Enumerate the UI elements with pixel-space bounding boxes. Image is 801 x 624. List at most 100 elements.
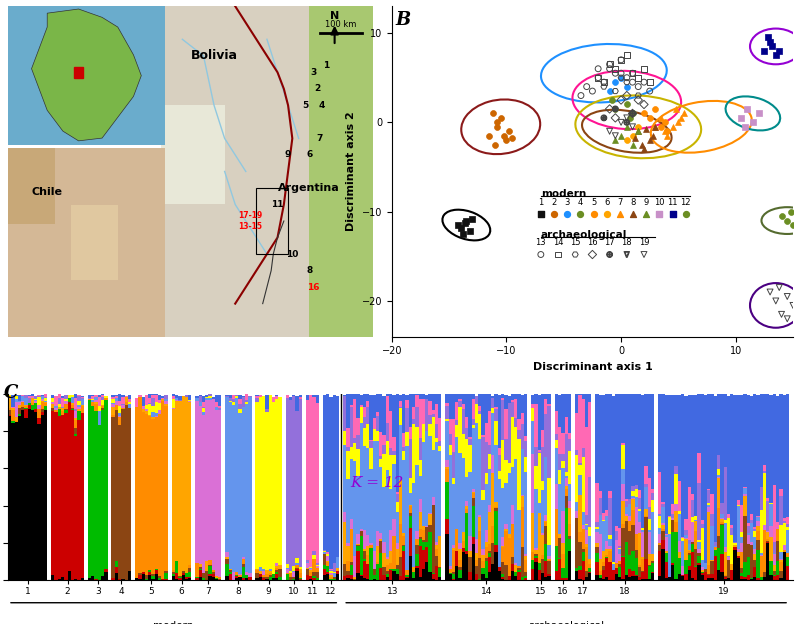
Bar <box>779 571 783 578</box>
Bar <box>366 424 369 448</box>
Bar <box>737 558 740 580</box>
Bar <box>31 397 34 398</box>
Bar <box>671 396 674 504</box>
Bar <box>323 395 326 550</box>
Bar <box>773 575 776 576</box>
Bar <box>44 401 47 402</box>
Bar <box>429 525 432 532</box>
Bar <box>34 403 38 409</box>
Bar <box>750 542 753 545</box>
Bar <box>121 397 124 404</box>
Bar <box>694 516 698 520</box>
Bar <box>625 507 628 514</box>
Bar <box>469 557 472 572</box>
Bar <box>678 558 681 574</box>
Bar <box>148 570 151 572</box>
Bar <box>717 394 720 455</box>
Bar <box>396 544 399 549</box>
Bar <box>272 574 275 578</box>
Bar <box>148 398 151 402</box>
Bar <box>714 547 717 550</box>
Bar <box>392 464 396 519</box>
Bar <box>245 578 248 580</box>
Bar <box>188 578 191 580</box>
Bar <box>452 550 455 572</box>
Point <box>649 104 662 114</box>
Bar <box>488 557 491 572</box>
Bar <box>465 439 469 477</box>
Bar <box>44 411 47 580</box>
Bar <box>275 578 279 580</box>
Bar <box>142 407 145 409</box>
Point <box>626 140 639 150</box>
Bar <box>347 570 350 575</box>
Bar <box>415 554 418 566</box>
Bar <box>671 532 674 563</box>
Bar <box>727 518 731 556</box>
Bar <box>717 508 720 536</box>
Bar <box>615 394 618 526</box>
Bar <box>707 394 710 489</box>
Bar <box>343 396 347 431</box>
Bar <box>78 420 81 580</box>
Bar <box>360 575 363 576</box>
Bar <box>415 427 418 465</box>
Bar <box>517 568 521 570</box>
Bar <box>609 535 612 539</box>
Bar <box>628 499 631 504</box>
Bar <box>588 527 591 536</box>
Bar <box>631 510 634 525</box>
Bar <box>356 547 360 551</box>
Bar <box>644 466 648 484</box>
Bar <box>18 405 21 408</box>
Bar <box>259 397 262 567</box>
Bar <box>376 431 379 441</box>
Bar <box>402 547 405 552</box>
Bar <box>74 434 78 436</box>
Bar <box>534 394 537 404</box>
Bar <box>164 399 167 401</box>
Point <box>626 109 639 119</box>
Bar <box>547 404 551 406</box>
Bar <box>64 395 67 399</box>
Bar <box>602 513 605 520</box>
Bar <box>405 432 409 446</box>
Bar <box>753 560 756 567</box>
Bar <box>671 504 674 514</box>
Bar <box>625 522 628 542</box>
Bar <box>568 502 571 508</box>
Point <box>574 209 587 219</box>
Bar <box>61 577 64 580</box>
Bar <box>472 493 475 498</box>
Bar <box>534 562 537 580</box>
Bar <box>511 505 514 524</box>
Bar <box>488 411 491 445</box>
Bar <box>164 404 167 406</box>
Bar <box>707 512 710 565</box>
Bar <box>497 471 501 479</box>
Bar <box>435 394 438 404</box>
Text: A: A <box>12 11 26 29</box>
Bar <box>195 577 199 578</box>
Bar <box>41 401 44 402</box>
Bar <box>710 525 714 560</box>
Bar <box>625 575 628 580</box>
Bar <box>422 542 425 550</box>
Bar <box>684 560 687 574</box>
Bar <box>740 568 743 573</box>
Text: 1: 1 <box>538 198 543 207</box>
Bar <box>14 402 18 417</box>
Bar <box>537 503 541 513</box>
Bar <box>541 447 544 481</box>
Bar <box>148 415 151 416</box>
Bar <box>379 539 383 541</box>
Bar <box>731 528 734 535</box>
Bar <box>182 572 185 573</box>
Bar <box>501 547 505 562</box>
Bar <box>28 396 31 398</box>
Bar <box>350 529 353 562</box>
Bar <box>668 534 671 577</box>
Bar <box>681 537 684 538</box>
Point <box>626 122 639 132</box>
Bar <box>383 445 386 454</box>
